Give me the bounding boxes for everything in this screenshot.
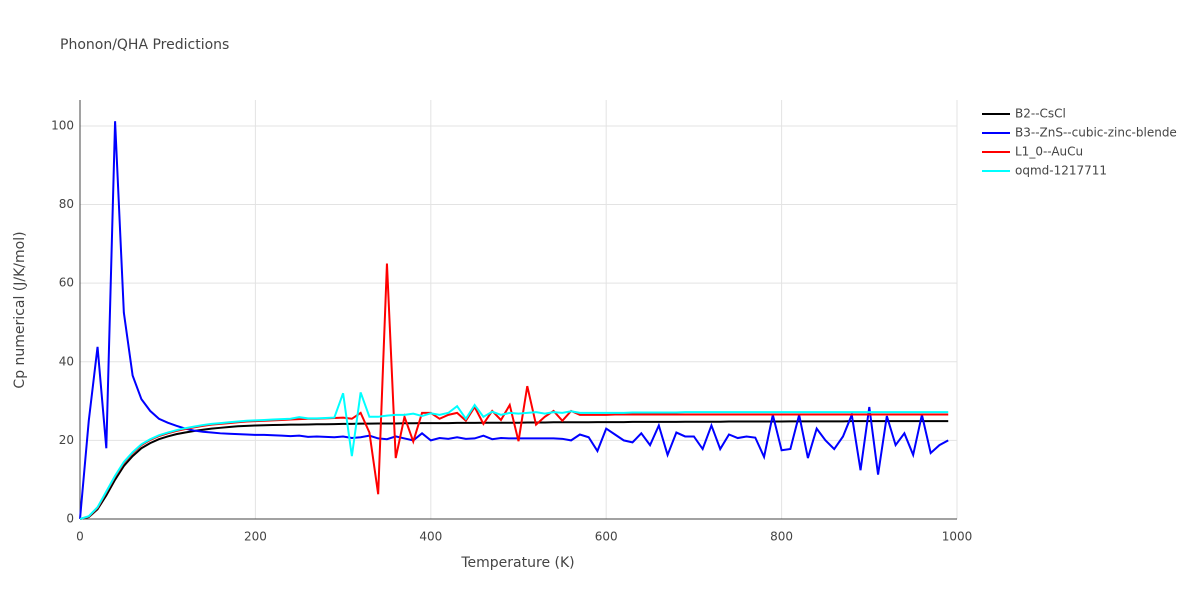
x-axis-title: Temperature (K): [460, 555, 574, 571]
series-line: [79, 392, 949, 520]
x-tick-label: 800: [770, 530, 793, 544]
legend-label: B2--CsCl: [1015, 107, 1066, 121]
x-tick-label: 0: [76, 530, 84, 544]
y-tick-label: 20: [59, 433, 74, 447]
y-tick-label: 80: [59, 197, 74, 211]
series-line: [79, 420, 949, 520]
series-line: [79, 121, 949, 520]
y-tick-label: 0: [66, 512, 74, 526]
y-tick-label: 100: [51, 118, 74, 132]
x-tick-label: 400: [419, 530, 442, 544]
legend-label: B3--ZnS--cubic-zinc-blende: [1015, 126, 1177, 140]
legend-label: oqmd-1217711: [1015, 164, 1107, 178]
y-axis-title: Cp numerical (J/K/mol): [12, 231, 28, 388]
x-tick-label: 600: [595, 530, 618, 544]
legend-label: L1_0--AuCu: [1015, 145, 1083, 159]
y-tick-label: 60: [59, 276, 74, 290]
y-tick-label: 40: [59, 354, 74, 368]
series-line: [79, 263, 949, 520]
x-tick-label: 200: [244, 530, 267, 544]
x-tick-label: 1000: [942, 530, 973, 544]
chart-title: Phonon/QHA Predictions: [60, 37, 229, 53]
